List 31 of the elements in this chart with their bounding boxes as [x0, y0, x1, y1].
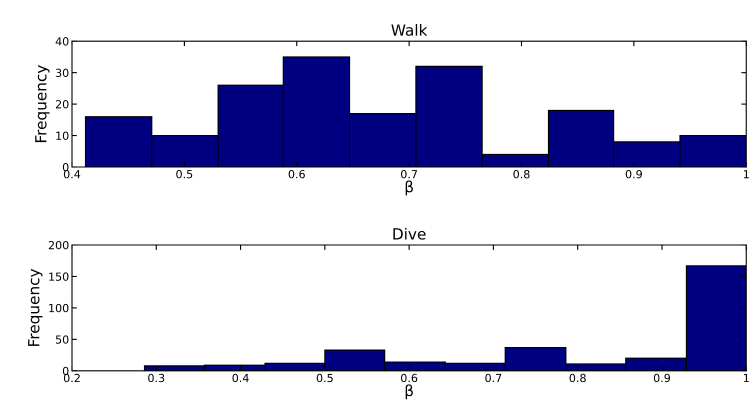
x-tick-label: 0.6 — [401, 374, 418, 382]
x-tick-label: 0.3 — [148, 374, 164, 382]
x-tick-label: 0.4 — [64, 170, 80, 178]
y-tick-label: 100 — [49, 304, 68, 312]
y-axis-title: Frequency — [28, 268, 42, 346]
x-axis-title: β — [406, 384, 413, 400]
x-tick-label: 0.2 — [64, 374, 80, 382]
x-tick-label: 0.8 — [570, 374, 586, 382]
y-tick-label: 30 — [56, 68, 68, 78]
x-tick-label: 0.8 — [513, 170, 530, 178]
x-axis-title: β — [406, 180, 413, 196]
x-tick-label: 0.9 — [654, 374, 670, 382]
chart-title: Dive — [393, 228, 426, 240]
x-tick-label: 1 — [744, 374, 749, 382]
x-tick-label: 0.5 — [316, 374, 333, 382]
x-tick-label: 0.4 — [232, 374, 249, 382]
x-tick-label: 1 — [744, 170, 749, 178]
y-tick-label: 20 — [56, 100, 68, 108]
x-tick-label: 0.7 — [401, 170, 418, 178]
y-tick-label: 50 — [56, 335, 68, 344]
x-tick-label: 0.7 — [485, 374, 502, 382]
y-axis-title: Frequency — [35, 65, 50, 142]
x-tick-label: 0.5 — [176, 170, 192, 178]
y-tick-label: 10 — [56, 132, 68, 140]
y-tick-label: 150 — [49, 272, 68, 281]
y-tick-label: 200 — [48, 240, 68, 250]
x-tick-label: 0.6 — [288, 170, 305, 178]
y-tick-label: 0 — [62, 162, 68, 172]
y-tick-label: 40 — [56, 37, 68, 46]
x-tick-label: 0.9 — [626, 170, 642, 178]
chart-title: Walk — [391, 24, 428, 36]
